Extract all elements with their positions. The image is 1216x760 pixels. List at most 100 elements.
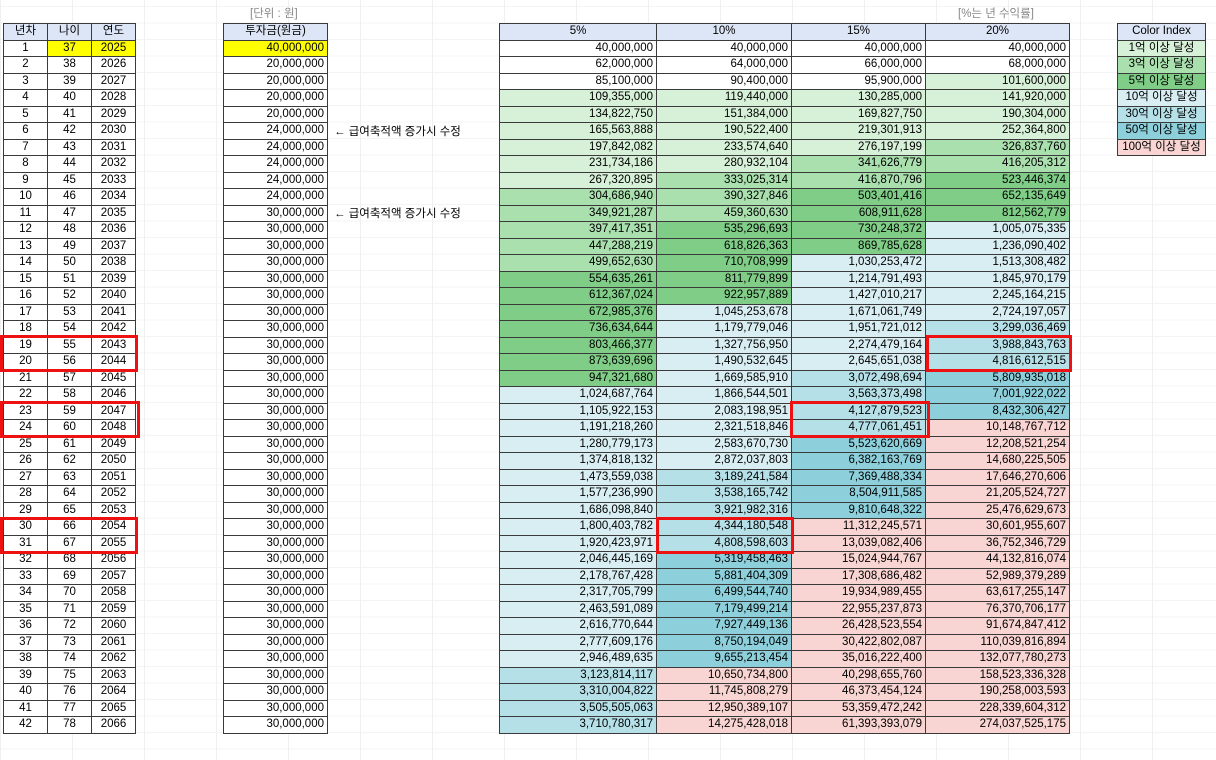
year-no-cell[interactable]: 33	[3, 567, 48, 585]
return-cell-20[interactable]: 7,001,922,022	[925, 386, 1070, 404]
year-no-cell[interactable]: 19	[3, 336, 48, 354]
return-cell-5[interactable]: 85,100,000	[499, 72, 657, 90]
year-no-cell[interactable]: 42	[3, 716, 48, 734]
year-cell[interactable]: 2028	[91, 89, 136, 107]
return-cell-10[interactable]: 119,440,000	[656, 89, 792, 107]
age-cell[interactable]: 67	[47, 534, 92, 552]
invest-cell[interactable]: 24,000,000	[223, 188, 328, 206]
return-cell-20[interactable]: 326,837,760	[925, 138, 1070, 156]
year-no-cell[interactable]: 14	[3, 254, 48, 272]
year-cell[interactable]: 2055	[91, 534, 136, 552]
return-cell-5[interactable]: 3,123,814,117	[499, 666, 657, 684]
invest-cell[interactable]: 30,000,000	[223, 683, 328, 701]
return-cell-20[interactable]: 76,370,706,177	[925, 600, 1070, 618]
return-cell-15[interactable]: 130,285,000	[791, 89, 926, 107]
age-cell[interactable]: 66	[47, 518, 92, 536]
age-cell[interactable]: 61	[47, 435, 92, 453]
year-no-cell[interactable]: 9	[3, 171, 48, 189]
return-cell-20[interactable]: 4,816,612,515	[925, 353, 1070, 371]
return-cell-10[interactable]: 618,826,363	[656, 237, 792, 255]
year-cell[interactable]: 2056	[91, 551, 136, 569]
return-cell-15[interactable]: 1,951,721,012	[791, 320, 926, 338]
return-cell-10[interactable]: 390,327,846	[656, 188, 792, 206]
header-rate-15[interactable]: 15%	[791, 23, 926, 41]
age-cell[interactable]: 49	[47, 237, 92, 255]
return-cell-5[interactable]: 304,686,940	[499, 188, 657, 206]
invest-cell[interactable]: 30,000,000	[223, 584, 328, 602]
age-cell[interactable]: 38	[47, 56, 92, 74]
return-cell-15[interactable]: 19,934,989,455	[791, 584, 926, 602]
age-cell[interactable]: 41	[47, 105, 92, 123]
return-cell-20[interactable]: 523,446,374	[925, 171, 1070, 189]
return-cell-5[interactable]: 134,822,750	[499, 105, 657, 123]
return-cell-20[interactable]: 5,809,935,018	[925, 369, 1070, 387]
return-cell-10[interactable]: 922,957,889	[656, 287, 792, 305]
age-cell[interactable]: 43	[47, 138, 92, 156]
year-cell[interactable]: 2035	[91, 204, 136, 222]
return-cell-10[interactable]: 8,750,194,049	[656, 633, 792, 651]
year-cell[interactable]: 2034	[91, 188, 136, 206]
age-cell[interactable]: 75	[47, 666, 92, 684]
return-cell-5[interactable]: 3,505,505,063	[499, 699, 657, 717]
invest-cell[interactable]: 30,000,000	[223, 320, 328, 338]
year-cell[interactable]: 2053	[91, 501, 136, 519]
header-rate-10[interactable]: 10%	[656, 23, 792, 41]
return-cell-5[interactable]: 267,320,895	[499, 171, 657, 189]
invest-cell[interactable]: 30,000,000	[223, 600, 328, 618]
age-cell[interactable]: 63	[47, 468, 92, 486]
age-cell[interactable]: 51	[47, 270, 92, 288]
return-cell-20[interactable]: 25,476,629,673	[925, 501, 1070, 519]
return-cell-20[interactable]: 68,000,000	[925, 56, 1070, 74]
year-no-cell[interactable]: 41	[3, 699, 48, 717]
return-cell-5[interactable]: 2,946,489,635	[499, 650, 657, 668]
return-cell-5[interactable]: 612,367,024	[499, 287, 657, 305]
return-cell-10[interactable]: 1,179,779,046	[656, 320, 792, 338]
return-cell-20[interactable]: 44,132,816,074	[925, 551, 1070, 569]
return-cell-5[interactable]: 231,734,186	[499, 155, 657, 173]
invest-cell[interactable]: 30,000,000	[223, 336, 328, 354]
year-no-cell[interactable]: 39	[3, 666, 48, 684]
return-cell-10[interactable]: 12,950,389,107	[656, 699, 792, 717]
invest-cell[interactable]: 24,000,000	[223, 138, 328, 156]
year-cell[interactable]: 2043	[91, 336, 136, 354]
return-cell-15[interactable]: 3,563,373,498	[791, 386, 926, 404]
return-cell-5[interactable]: 3,710,780,317	[499, 716, 657, 734]
return-cell-15[interactable]: 1,671,061,749	[791, 303, 926, 321]
year-cell[interactable]: 2058	[91, 584, 136, 602]
return-cell-20[interactable]: 228,339,604,312	[925, 699, 1070, 717]
return-cell-5[interactable]: 1,024,687,764	[499, 386, 657, 404]
invest-cell[interactable]: 20,000,000	[223, 105, 328, 123]
invest-cell[interactable]: 30,000,000	[223, 468, 328, 486]
year-no-cell[interactable]: 3	[3, 72, 48, 90]
invest-cell[interactable]: 30,000,000	[223, 221, 328, 239]
return-cell-15[interactable]: 30,422,802,087	[791, 633, 926, 651]
return-cell-10[interactable]: 6,499,544,740	[656, 584, 792, 602]
return-cell-10[interactable]: 535,296,693	[656, 221, 792, 239]
return-cell-5[interactable]: 2,463,591,089	[499, 600, 657, 618]
return-cell-5[interactable]: 672,985,376	[499, 303, 657, 321]
return-cell-5[interactable]: 873,639,696	[499, 353, 657, 371]
return-cell-20[interactable]: 12,208,521,254	[925, 435, 1070, 453]
return-cell-20[interactable]: 10,148,767,712	[925, 419, 1070, 437]
return-cell-20[interactable]: 40,000,000	[925, 39, 1070, 57]
year-no-cell[interactable]: 28	[3, 485, 48, 503]
age-cell[interactable]: 71	[47, 600, 92, 618]
year-cell[interactable]: 2066	[91, 716, 136, 734]
return-cell-15[interactable]: 40,298,655,760	[791, 666, 926, 684]
return-cell-5[interactable]: 803,466,377	[499, 336, 657, 354]
year-cell[interactable]: 2038	[91, 254, 136, 272]
return-cell-5[interactable]: 1,800,403,782	[499, 518, 657, 536]
year-cell[interactable]: 2029	[91, 105, 136, 123]
year-cell[interactable]: 2031	[91, 138, 136, 156]
age-cell[interactable]: 55	[47, 336, 92, 354]
return-cell-15[interactable]: 503,401,416	[791, 188, 926, 206]
invest-cell[interactable]: 30,000,000	[223, 501, 328, 519]
return-cell-10[interactable]: 90,400,000	[656, 72, 792, 90]
return-cell-15[interactable]: 95,900,000	[791, 72, 926, 90]
invest-cell[interactable]: 30,000,000	[223, 419, 328, 437]
year-no-cell[interactable]: 21	[3, 369, 48, 387]
color-index-item[interactable]: 30억 이상 달성	[1117, 105, 1206, 123]
year-cell[interactable]: 2044	[91, 353, 136, 371]
year-no-cell[interactable]: 10	[3, 188, 48, 206]
return-cell-5[interactable]: 1,473,559,038	[499, 468, 657, 486]
